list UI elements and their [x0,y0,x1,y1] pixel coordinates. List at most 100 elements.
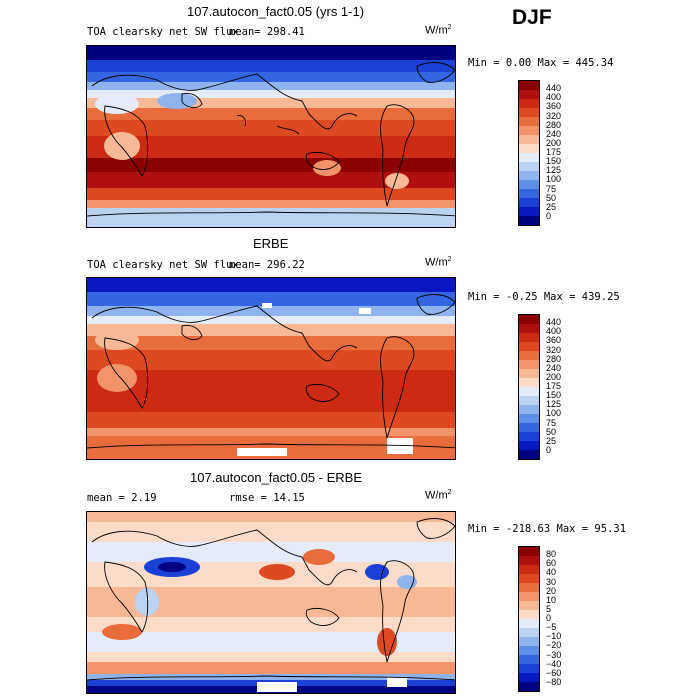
colorbar-swatch [519,360,539,369]
colorbar-tick-label: 240 [546,362,562,373]
colorbar-swatch [519,682,539,691]
colorbar-swatch [519,126,539,135]
colorbar-swatch [519,601,539,610]
colorbar-tick-label: 400 [546,92,562,103]
colorbar-tick-label: 0 [546,210,552,221]
colorbar-swatch [519,673,539,682]
colorbar-tick-label: 60 [546,558,557,569]
colorbar-swatch [519,441,539,450]
colorbar-swatch [519,664,539,673]
colorbar-tick-label: 0 [546,613,552,623]
colorbar-tick-label: 50 [546,192,557,203]
colorbar-tick-label: 400 [546,326,562,337]
colorbar-tick-label: −10 [546,631,562,642]
colorbar-tick-label: 440 [546,317,562,328]
panel3-map [86,511,456,694]
colorbar-swatch [519,342,539,351]
colorbar-tick-label: 100 [546,174,562,185]
colorbar-swatch [519,216,539,225]
colorbar-tick-label: 100 [546,408,562,419]
colorbar-swatch [519,628,539,637]
colorbar-swatch [519,351,539,360]
colorbar-tick-label: 40 [546,567,557,578]
colorbar-swatch [519,315,539,324]
colorbar-tick-label: 5 [546,603,552,614]
panel2-title: ERBE [253,236,289,251]
colorbar-swatch [519,171,539,180]
colorbar-swatch [519,556,539,565]
colorbar-tick-label: 200 [546,371,562,382]
colorbar-tick-label: 280 [546,353,562,364]
panel3-colorbar-labels: 80 60 40 30 20 10 5 0 −5 −10 −20 −30 −40 −60 −80 [546,546,586,692]
colorbar-tick-label: 360 [546,101,562,112]
colorbar-swatch [519,423,539,432]
panel1-map [86,45,456,228]
colorbar-tick-label: 240 [546,128,562,139]
panel2-map-field [87,278,455,459]
colorbar-swatch [519,450,539,459]
colorbar-tick-label: −30 [546,649,562,660]
colorbar-swatch [519,646,539,655]
colorbar-swatch [519,162,539,171]
colorbar-swatch [519,117,539,126]
colorbar-swatch [519,369,539,378]
panel3-rmse: rmse = 14.15 [229,492,305,504]
panel3-mean: mean = 2.19 [87,492,157,504]
colorbar-swatch [519,378,539,387]
panel3-map-field [87,512,455,693]
colorbar-tick-label: 440 [546,83,562,94]
colorbar-swatch [519,189,539,198]
colorbar-swatch [519,414,539,423]
panel2-minmax: Min = -0.25 Max = 439.25 [468,291,620,303]
panel1-units: W/m2 [425,24,452,37]
colorbar-swatch [519,90,539,99]
colorbar-swatch [519,637,539,646]
colorbar-tick-label: 20 [546,585,557,596]
colorbar-tick-label: 10 [546,594,557,605]
colorbar-tick-label: 175 [546,381,562,391]
colorbar-swatch [519,135,539,144]
colorbar-tick-label: 200 [546,137,562,148]
colorbar-swatch [519,99,539,108]
colorbar-swatch [519,405,539,414]
colorbar-swatch [519,583,539,592]
colorbar-swatch [519,387,539,396]
colorbar-tick-label: 150 [546,156,562,167]
colorbar-tick-label: −20 [546,640,562,651]
panel1-title: 107.autocon_fact0.05 (yrs 1-1) [187,4,365,19]
panel2-colorbar-labels: 440 400 360 320 280 240 200 175 150 125 100 75 50 25 0 [546,314,586,460]
panel3-units: W/m2 [425,489,452,502]
colorbar-tick-label: 30 [546,576,557,587]
panel3-minmax: Min = -218.63 Max = 95.31 [468,523,627,535]
panel1-variable: TOA clearsky net SW flux [87,26,239,38]
colorbar-tick-label: −60 [546,667,562,678]
colorbar-tick-label: 50 [546,426,557,437]
panel2-colorbar [518,314,540,460]
colorbar-swatch [519,207,539,216]
panel2-variable: TOA clearsky net SW flux [87,259,239,271]
colorbar-tick-label: 80 [546,549,557,560]
colorbar-swatch [519,655,539,664]
panel3-colorbar [518,546,540,692]
colorbar-swatch [519,144,539,153]
panel3-title: 107.autocon_fact0.05 - ERBE [190,470,363,485]
colorbar-tick-label: 125 [546,165,562,176]
panel1-colorbar-labels: 440 400 360 320 280 240 200 175 150 125 100 75 50 25 0 [546,80,586,226]
colorbar-swatch [519,153,539,162]
colorbar-swatch [519,610,539,619]
colorbar-tick-label: 75 [546,183,557,194]
colorbar-tick-label: 175 [546,147,562,157]
colorbar-tick-label: 125 [546,399,562,410]
panel1-mean: mean= 298.41 [229,26,305,38]
colorbar-swatch [519,547,539,556]
panel1-minmax: Min = 0.00 Max = 445.34 [468,57,614,69]
colorbar-swatch [519,81,539,90]
colorbar-swatch [519,619,539,628]
colorbar-swatch [519,574,539,583]
colorbar-swatch [519,592,539,601]
colorbar-tick-label: −40 [546,658,562,669]
colorbar-tick-label: 320 [546,344,562,355]
season-label: DJF [512,6,552,29]
panel1-map-field [87,46,455,227]
colorbar-swatch [519,180,539,189]
